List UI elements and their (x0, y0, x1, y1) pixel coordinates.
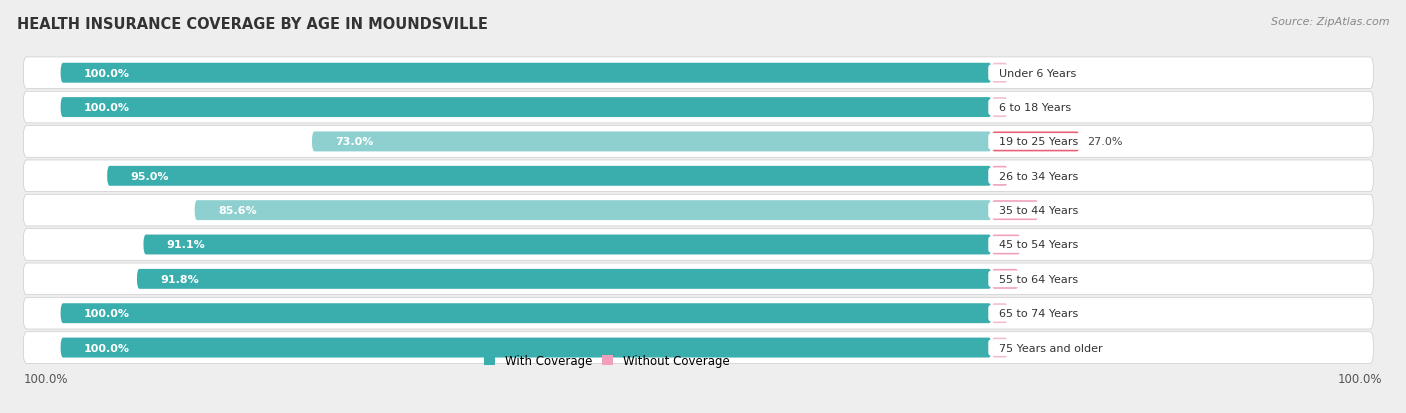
Text: Under 6 Years: Under 6 Years (991, 69, 1083, 78)
Text: 95.0%: 95.0% (131, 171, 169, 181)
Text: 55 to 64 Years: 55 to 64 Years (991, 274, 1085, 284)
FancyBboxPatch shape (991, 338, 1008, 358)
FancyBboxPatch shape (991, 166, 1008, 186)
Text: 100.0%: 100.0% (84, 343, 129, 353)
FancyBboxPatch shape (60, 304, 991, 323)
Text: 100.0%: 100.0% (84, 69, 129, 78)
FancyBboxPatch shape (24, 92, 1374, 123)
Text: 0.0%: 0.0% (1015, 103, 1043, 113)
FancyBboxPatch shape (991, 235, 1021, 255)
Text: 0.0%: 0.0% (1015, 69, 1043, 78)
Text: 35 to 44 Years: 35 to 44 Years (991, 206, 1085, 216)
Text: 26 to 34 Years: 26 to 34 Years (991, 171, 1085, 181)
FancyBboxPatch shape (991, 304, 1008, 323)
Text: 27.0%: 27.0% (1087, 137, 1122, 147)
FancyBboxPatch shape (312, 132, 991, 152)
FancyBboxPatch shape (24, 229, 1374, 261)
Text: 8.3%: 8.3% (1026, 274, 1054, 284)
Text: 100.0%: 100.0% (84, 103, 129, 113)
FancyBboxPatch shape (991, 64, 1008, 83)
Text: 5.0%: 5.0% (1015, 171, 1043, 181)
FancyBboxPatch shape (194, 201, 991, 221)
Text: Source: ZipAtlas.com: Source: ZipAtlas.com (1271, 17, 1389, 26)
FancyBboxPatch shape (24, 126, 1374, 158)
Text: 100.0%: 100.0% (24, 372, 67, 385)
Text: 0.0%: 0.0% (1015, 309, 1043, 318)
FancyBboxPatch shape (991, 201, 1039, 221)
FancyBboxPatch shape (60, 98, 991, 118)
Text: 6 to 18 Years: 6 to 18 Years (991, 103, 1078, 113)
FancyBboxPatch shape (107, 166, 991, 186)
FancyBboxPatch shape (24, 298, 1374, 329)
Text: 85.6%: 85.6% (218, 206, 256, 216)
FancyBboxPatch shape (24, 58, 1374, 89)
FancyBboxPatch shape (136, 269, 991, 289)
Text: 8.9%: 8.9% (1028, 240, 1056, 250)
Text: 19 to 25 Years: 19 to 25 Years (991, 137, 1085, 147)
FancyBboxPatch shape (143, 235, 991, 255)
Text: 65 to 74 Years: 65 to 74 Years (991, 309, 1085, 318)
FancyBboxPatch shape (24, 195, 1374, 226)
Text: 100.0%: 100.0% (1339, 372, 1382, 385)
Text: 73.0%: 73.0% (335, 137, 374, 147)
FancyBboxPatch shape (60, 338, 991, 358)
Text: 91.1%: 91.1% (167, 240, 205, 250)
Text: 14.4%: 14.4% (1046, 206, 1081, 216)
FancyBboxPatch shape (24, 263, 1374, 295)
FancyBboxPatch shape (991, 269, 1019, 289)
Text: 45 to 54 Years: 45 to 54 Years (991, 240, 1085, 250)
FancyBboxPatch shape (24, 332, 1374, 363)
Legend: With Coverage, Without Coverage: With Coverage, Without Coverage (479, 350, 734, 372)
Text: 0.0%: 0.0% (1015, 343, 1043, 353)
Text: HEALTH INSURANCE COVERAGE BY AGE IN MOUNDSVILLE: HEALTH INSURANCE COVERAGE BY AGE IN MOUN… (17, 17, 488, 31)
FancyBboxPatch shape (991, 98, 1008, 118)
FancyBboxPatch shape (24, 161, 1374, 192)
FancyBboxPatch shape (991, 132, 1080, 152)
Text: 91.8%: 91.8% (160, 274, 200, 284)
Text: 75 Years and older: 75 Years and older (991, 343, 1109, 353)
FancyBboxPatch shape (60, 64, 991, 83)
Text: 100.0%: 100.0% (84, 309, 129, 318)
